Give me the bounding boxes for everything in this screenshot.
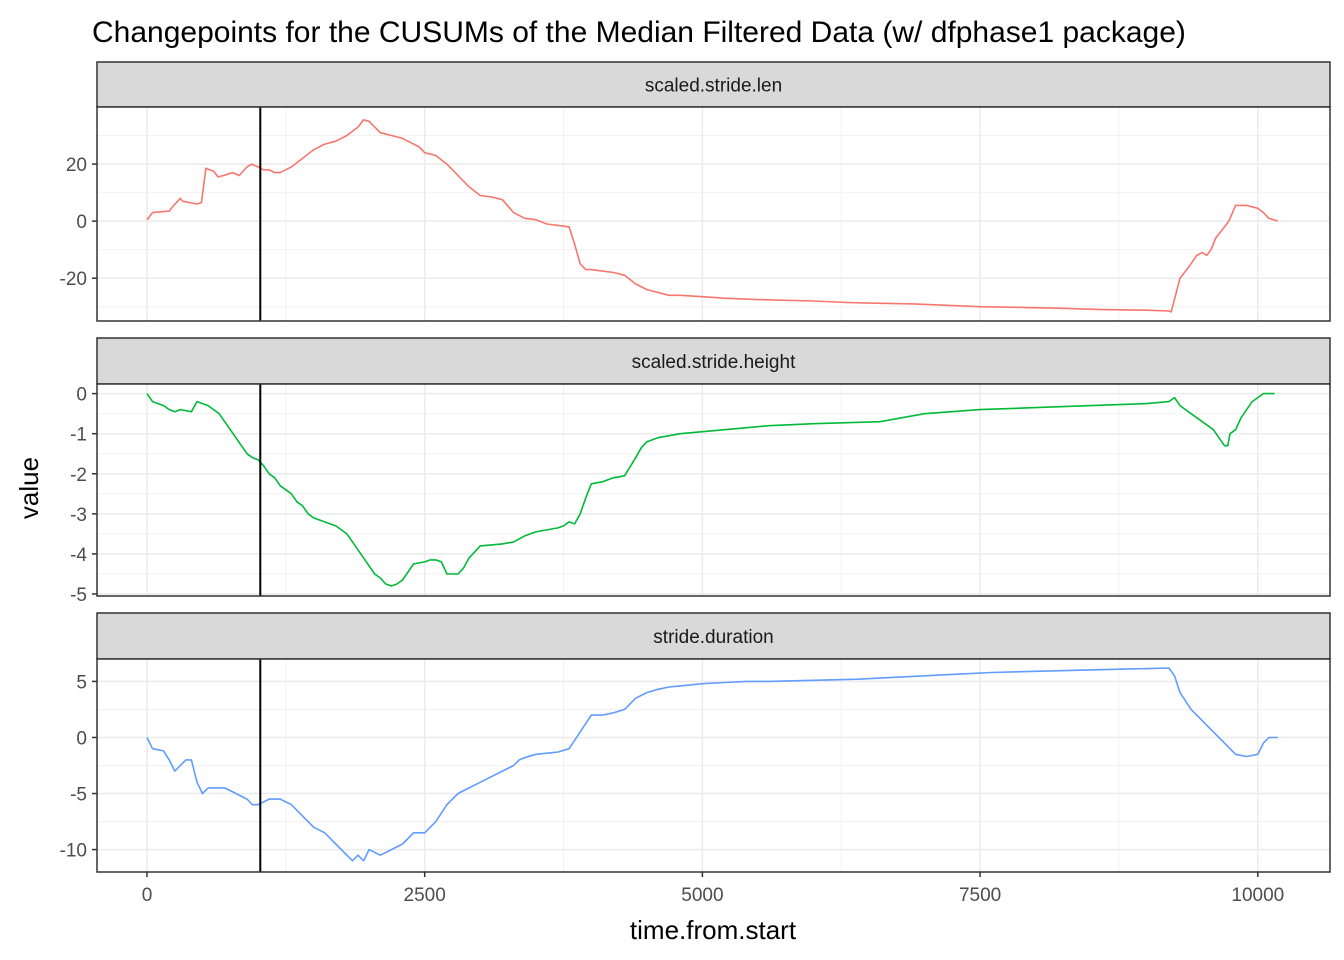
x-tick-label: 5000 bbox=[681, 885, 723, 906]
x-tick-label: 10000 bbox=[1231, 885, 1284, 906]
y-tick-label: -20 bbox=[60, 269, 87, 290]
y-tick-label: -1 bbox=[70, 425, 87, 446]
x-tick-label: 0 bbox=[142, 885, 153, 906]
panel-scaled-stride-height: scaled.stride.height -5 -4 -3 -2 -1 0 bbox=[70, 337, 1331, 606]
facet-strip-label: scaled.stride.height bbox=[632, 352, 796, 373]
x-tick-label: 7500 bbox=[959, 885, 1001, 906]
y-tick-label: 0 bbox=[76, 728, 87, 749]
y-tick-label: -3 bbox=[70, 505, 87, 526]
facet-strip-label: stride.duration bbox=[653, 627, 773, 648]
y-tick-label: -2 bbox=[70, 465, 87, 486]
panel-border bbox=[96, 383, 1331, 597]
y-tick-label: -5 bbox=[70, 785, 87, 806]
y-tick-label: 20 bbox=[66, 155, 87, 176]
x-axis: 0 2500 5000 7500 10000 bbox=[142, 872, 1284, 906]
panel-border bbox=[96, 658, 1331, 873]
y-tick-label: 0 bbox=[76, 212, 87, 233]
facet-strip-background bbox=[96, 612, 1331, 660]
y-tick-label: 0 bbox=[76, 385, 87, 406]
facet-strip-background bbox=[96, 61, 1331, 108]
panel-scaled-stride-len: scaled.stride.len -20 0 20 bbox=[60, 61, 1331, 322]
panel-background bbox=[97, 107, 1330, 321]
y-tick-label: -4 bbox=[70, 545, 87, 566]
y-axis-title: value bbox=[14, 457, 44, 519]
panel-background bbox=[97, 384, 1330, 596]
facet-strip-background bbox=[96, 337, 1331, 385]
y-tick-label: -10 bbox=[60, 841, 87, 862]
series-line-stride-duration bbox=[146, 667, 1278, 862]
panel-border bbox=[96, 106, 1331, 322]
x-tick-label: 2500 bbox=[404, 885, 446, 906]
y-tick-label: -5 bbox=[70, 585, 87, 606]
facet-strip-label: scaled.stride.len bbox=[645, 76, 782, 97]
facet-panels: scaled.stride.len-20020scaled.stride.hei… bbox=[60, 61, 1331, 873]
y-tick-label: 5 bbox=[76, 672, 87, 693]
series-line-scaled-stride-height bbox=[146, 392, 1275, 587]
x-axis-title: time.from.start bbox=[630, 915, 797, 945]
series-line-scaled-stride-len bbox=[146, 119, 1279, 313]
panel-stride-duration: stride.duration -10 -5 0 5 bbox=[60, 612, 1331, 873]
chart-title: Changepoints for the CUSUMs of the Media… bbox=[92, 16, 1186, 49]
